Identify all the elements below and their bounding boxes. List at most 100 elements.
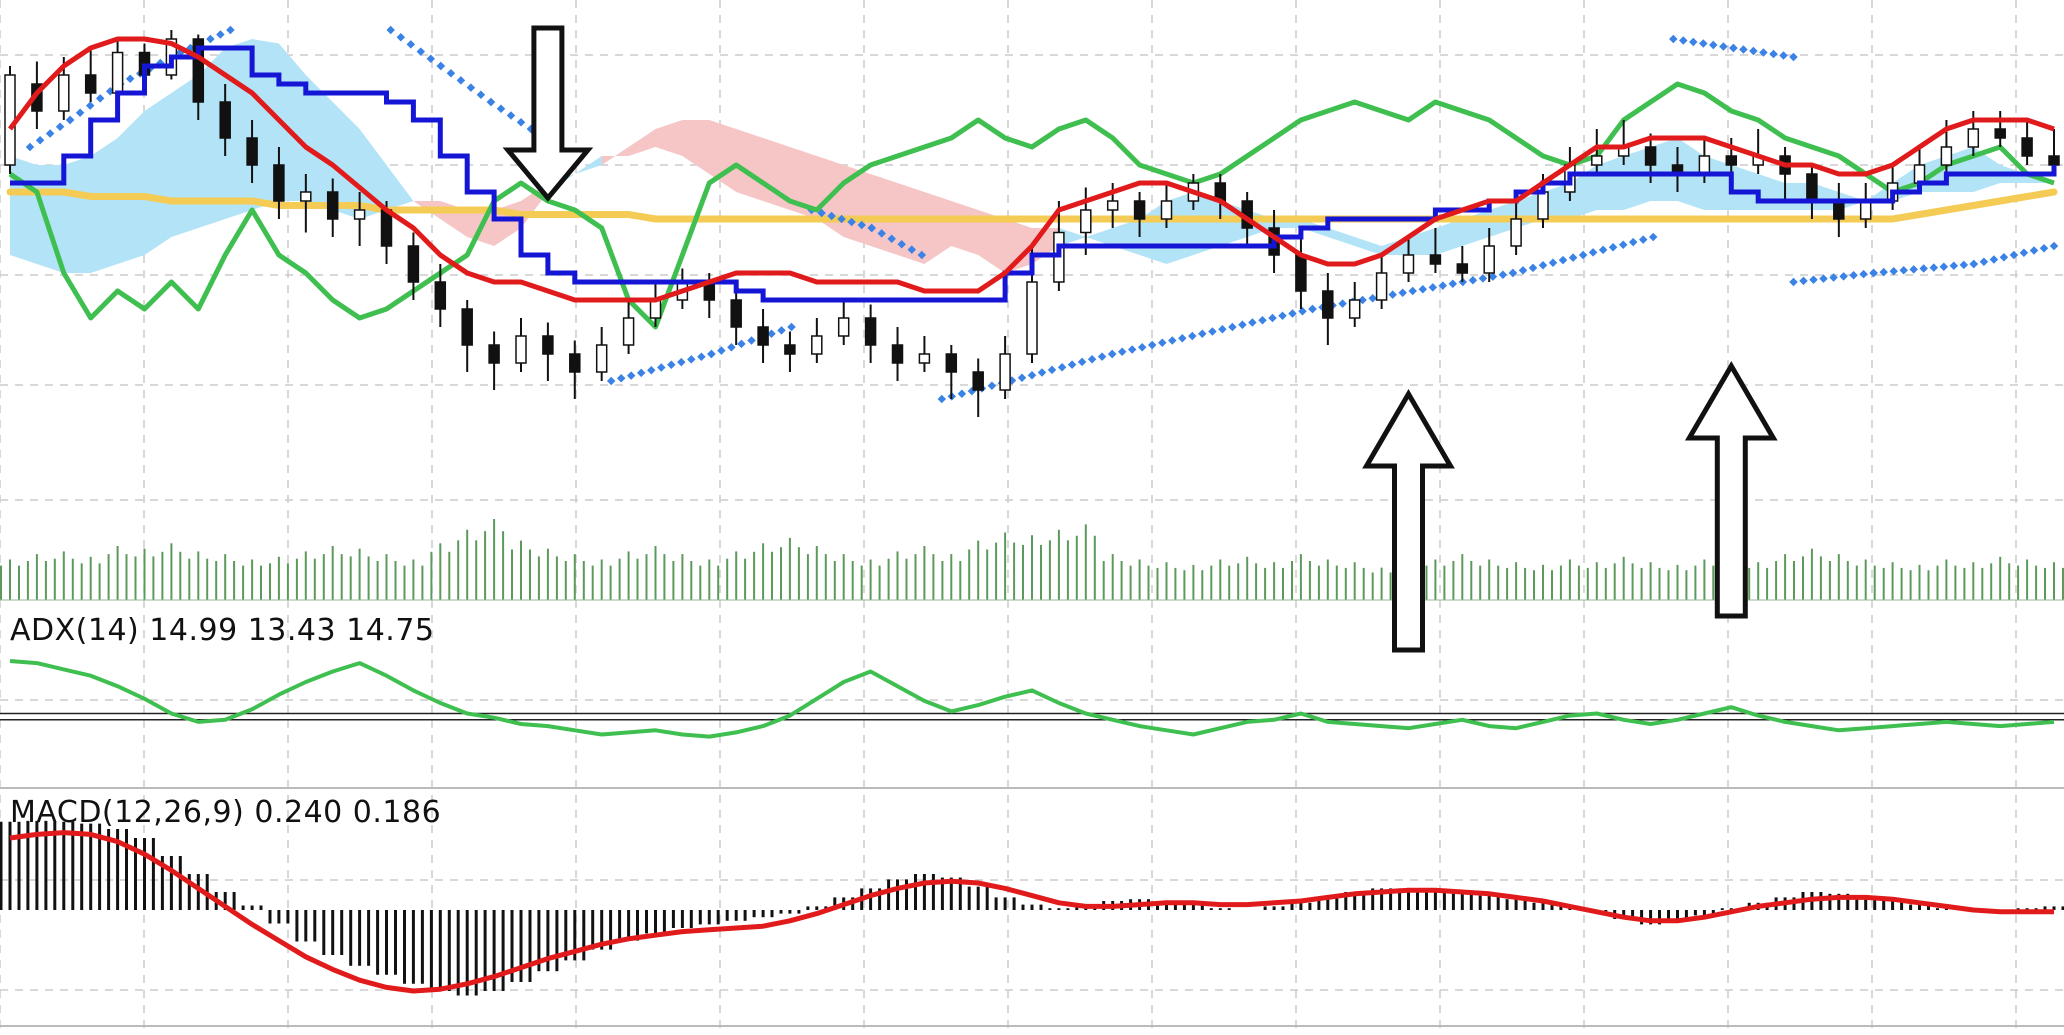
sar-dot <box>1488 272 1498 281</box>
arrow-up-icon <box>1362 389 1455 653</box>
sar-dot <box>1899 266 1908 275</box>
sar-dot <box>1508 268 1518 278</box>
candle-body <box>1833 200 1845 220</box>
sar-dot <box>1989 255 1999 264</box>
sar-dot <box>1879 267 1888 277</box>
candle-body <box>542 335 554 355</box>
chikou-path <box>8 81 2055 330</box>
moving-average <box>6 188 2058 223</box>
sar-dot <box>1168 336 1177 345</box>
sar-dot <box>1147 340 1157 350</box>
sar-dot <box>1298 307 1307 316</box>
sar-dot <box>1869 268 1878 278</box>
sar-dot <box>1228 322 1237 332</box>
candle-body <box>1940 146 1953 166</box>
sar-dot <box>1468 275 1478 285</box>
sar-dot <box>1278 311 1287 321</box>
candle-body <box>1133 200 1146 220</box>
signal-arrows <box>502 25 1778 653</box>
sar-dot <box>636 368 646 378</box>
candle-body <box>246 137 258 166</box>
sar-dot <box>697 352 706 361</box>
sar-dot <box>416 47 426 56</box>
sar-dot <box>1358 295 1367 305</box>
kijun-line <box>10 45 2057 303</box>
candle-body <box>407 245 420 283</box>
sar-dot <box>1438 281 1448 290</box>
candle-body <box>757 326 769 346</box>
sar-dot <box>1859 269 1868 279</box>
sar-dot <box>1418 284 1428 294</box>
sar-dot <box>456 76 466 85</box>
sar-dot <box>1258 316 1267 325</box>
candle-body <box>192 38 205 103</box>
sar-dot <box>1548 258 1558 267</box>
candle-body <box>1295 254 1307 292</box>
sar-dot <box>1017 373 1027 383</box>
sar-dot <box>657 363 666 372</box>
sar-dot <box>1849 271 1858 280</box>
sar-dot <box>1979 257 1989 267</box>
candle-body <box>1160 200 1173 220</box>
candle-body <box>649 299 662 319</box>
sar-dot <box>1107 349 1117 359</box>
sar-dot <box>216 30 225 39</box>
candle-body <box>1591 155 1603 166</box>
sar-dot <box>65 115 75 125</box>
candle-body <box>111 51 124 94</box>
candle-body <box>945 353 958 373</box>
sar-dot <box>436 61 446 71</box>
sar-dot <box>787 322 796 332</box>
sar-dot <box>1819 274 1828 283</box>
sar-dot <box>476 90 486 100</box>
sar-dot <box>717 346 726 355</box>
sar-dot <box>727 343 736 352</box>
sar-dot <box>707 349 716 359</box>
sar-dot <box>1789 277 1798 287</box>
sar-dot <box>1027 370 1037 380</box>
sar-dot <box>777 326 786 335</box>
sar-dot <box>1188 331 1197 341</box>
candle-body <box>84 74 97 94</box>
sar-dot <box>1829 273 1838 282</box>
candle-body <box>569 353 581 373</box>
candle-body <box>999 353 1011 391</box>
sar-dot <box>1137 343 1147 352</box>
sar-dot <box>687 355 696 364</box>
candle-body <box>1375 272 1388 301</box>
sar-dot <box>1238 320 1247 330</box>
sar-dot <box>95 94 105 103</box>
sar-dot <box>1097 352 1107 361</box>
sar-dot <box>85 101 95 110</box>
candle-body <box>918 353 931 364</box>
candle-body <box>1026 281 1038 355</box>
kijun-path <box>10 45 2057 303</box>
sar-dot <box>466 83 476 92</box>
macd-panel <box>0 820 2064 996</box>
sar-dot <box>386 25 395 35</box>
sar-dot <box>75 108 85 118</box>
sar-dot <box>1939 262 1949 271</box>
sar-dot <box>677 357 686 367</box>
sar-dot <box>1428 283 1438 292</box>
sar-dot <box>1959 260 1969 270</box>
candle-body <box>58 74 70 112</box>
sar-dot <box>626 371 636 380</box>
sar-dot <box>1929 263 1939 272</box>
sar-dot <box>1518 266 1528 275</box>
sar-dot <box>937 394 947 404</box>
sar-dot <box>1949 261 1959 271</box>
candle-body <box>1537 191 1549 220</box>
sar-dot <box>1178 334 1187 343</box>
candle-body <box>837 317 850 337</box>
candle-body <box>1913 164 1926 184</box>
candle-body <box>488 344 500 364</box>
sar-dot <box>406 40 416 49</box>
candle-body <box>730 299 742 328</box>
sar-dot <box>1158 338 1167 348</box>
sar-dot <box>1218 325 1227 334</box>
candle-body <box>972 371 984 391</box>
candle-body <box>273 164 285 202</box>
sar-dot <box>1799 276 1808 286</box>
